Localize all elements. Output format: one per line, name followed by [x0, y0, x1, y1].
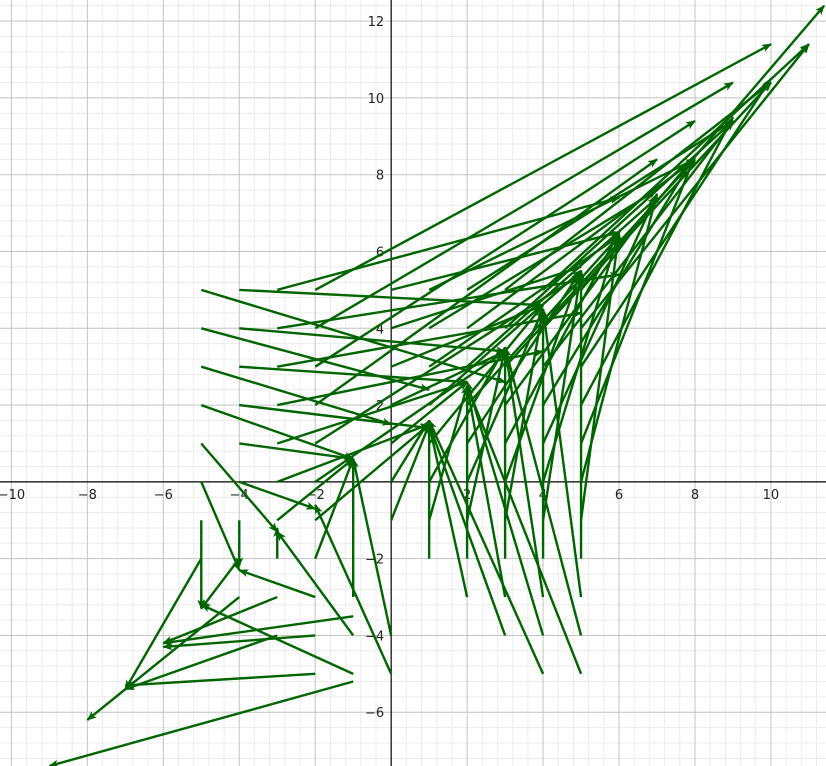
vector-arrow — [428, 419, 545, 675]
vector-arrow — [276, 196, 620, 292]
vector-arrow — [580, 4, 826, 291]
vector-arrow — [541, 192, 659, 444]
vector-arrow — [542, 120, 734, 368]
vector-arrow — [239, 442, 355, 462]
y-tick-label: 8 — [376, 169, 384, 184]
vector-arrow — [390, 419, 431, 483]
y-tick-label: 6 — [376, 245, 384, 260]
vector-arrow — [390, 265, 582, 330]
vector-arrow — [428, 235, 620, 368]
vector-arrow — [314, 457, 355, 560]
vector-arrow — [238, 480, 317, 510]
x-tick-label: −8 — [78, 488, 97, 503]
vector-arrow — [464, 384, 507, 598]
y-tick-label: 2 — [376, 399, 384, 414]
vector-arrow — [428, 423, 507, 636]
vector-arrow — [124, 672, 316, 689]
vector-arrow — [465, 381, 545, 636]
vector-arrow — [162, 634, 316, 651]
vector-arrow — [428, 269, 582, 406]
vector-arrow — [314, 43, 772, 291]
vector-arrow — [314, 158, 658, 407]
vector-arrow — [428, 304, 544, 445]
vector-arrow — [239, 327, 507, 355]
vector-arrow — [239, 288, 545, 309]
vector-arrow — [238, 569, 316, 599]
vector-arrow — [200, 403, 355, 460]
vector-arrow — [466, 384, 583, 675]
vector-arrow — [580, 43, 810, 330]
vector-arrow — [200, 442, 279, 533]
vector-arrows — [48, 4, 826, 766]
vector-arrow — [541, 269, 584, 521]
vector-arrow — [427, 423, 469, 598]
y-tick-label: 4 — [376, 322, 384, 337]
x-tick-label: −6 — [154, 488, 173, 503]
vector-arrow — [86, 596, 241, 721]
vector-arrow — [466, 158, 696, 330]
vector-arrow — [276, 380, 469, 445]
x-tick-label: −10 — [0, 488, 25, 503]
tick-labels: −10−8−6−4−2246810−6−4−224681012 — [0, 15, 779, 721]
vector-arrow — [579, 116, 735, 406]
vector-arrow — [540, 308, 583, 598]
vector-arrow — [162, 615, 354, 646]
vector-arrow — [200, 481, 241, 572]
vector-arrow — [466, 119, 734, 291]
vector-arrow — [428, 158, 696, 291]
vector-arrow — [579, 192, 659, 483]
y-tick-label: 10 — [368, 92, 385, 107]
vector-arrow — [579, 231, 622, 521]
vector-arrow — [390, 423, 431, 521]
vector-arrow — [466, 196, 658, 368]
x-tick-label: 8 — [691, 488, 699, 503]
x-tick-label: −2 — [306, 488, 325, 503]
vector-arrow — [390, 350, 506, 407]
vector-arrow — [314, 423, 430, 522]
vector-arrow — [351, 457, 393, 636]
vector-arrow — [200, 603, 354, 675]
x-tick-label: 10 — [763, 488, 780, 503]
y-tick-label: 12 — [368, 15, 385, 30]
vector-arrow — [427, 384, 469, 521]
vector-arrow — [239, 365, 469, 386]
vector-arrow — [314, 119, 696, 368]
vector-arrow — [502, 346, 545, 598]
vector-arrow — [503, 346, 583, 636]
vector-arrow — [314, 503, 393, 675]
vector-arrow — [390, 381, 468, 445]
x-tick-label: 6 — [615, 488, 623, 503]
vector-arrow — [503, 308, 546, 521]
vector-arrow — [314, 81, 734, 330]
vector-arrow — [124, 634, 278, 691]
vector-arrow — [580, 77, 772, 368]
vector-arrow — [200, 288, 507, 384]
vector-arrow — [162, 595, 278, 645]
vector-arrow — [276, 457, 354, 522]
y-tick-label: −6 — [365, 706, 384, 721]
vector-arrow — [314, 273, 582, 445]
vector-arrow — [124, 558, 203, 691]
vector-arrow — [390, 230, 620, 292]
vector-arrow — [200, 557, 241, 610]
vector-arrow — [48, 680, 354, 766]
